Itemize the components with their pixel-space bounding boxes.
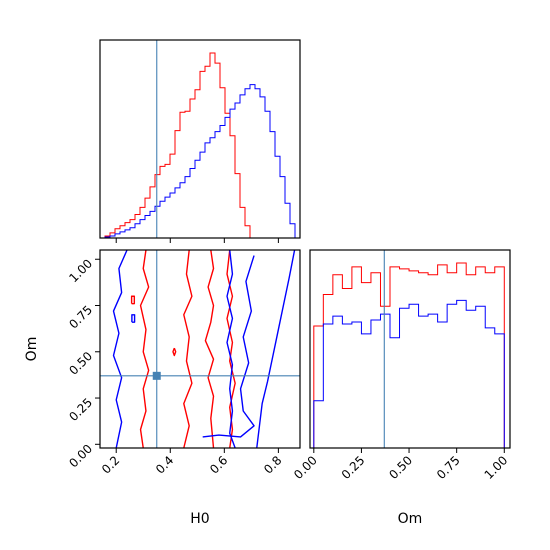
h0-hist-series-2-step <box>100 84 300 239</box>
h0-om-contours <box>112 250 296 448</box>
h0-om-frame <box>99 249 301 449</box>
om-hist-xtick-label-2: 0.50 <box>386 453 415 482</box>
h0-om-xtick-label-2: 0.6 <box>207 453 230 476</box>
contour-series-2-level-3 <box>202 255 255 438</box>
h0-hist-series-1-step <box>100 52 300 239</box>
contour-series-1-level-5 <box>130 295 136 305</box>
om-y-axis-label: Om <box>24 337 40 362</box>
h0-om-ytick-label-0: 0.00 <box>66 442 95 471</box>
contour-series-1-level-6 <box>172 347 177 357</box>
h0-histogram-ticks <box>115 238 279 243</box>
h0-histogram-panel <box>99 39 301 243</box>
om-hist-xtick-label-4: 1.00 <box>482 453 511 482</box>
om-histogram-series <box>313 262 505 448</box>
contour-series-1-level-3 <box>204 250 215 448</box>
contour-series-2-level-1 <box>112 250 128 448</box>
h0-om-truth-lines <box>100 250 300 448</box>
om-hist-xtick-label-0: 0.00 <box>291 453 320 482</box>
h0-om-contour-panel: 0.2 0.4 0.6 0.8 0.00 0.25 0.50 0.75 1.00 H0 Om <box>24 249 301 527</box>
h0-om-ytick-label-2: 0.50 <box>66 349 95 378</box>
h0-om-ticks: 0.2 0.4 0.6 0.8 0.00 0.25 0.50 0.75 1.00 <box>66 256 284 476</box>
h0-histogram-frame <box>99 39 301 239</box>
h0-om-ytick-label-3: 0.75 <box>66 303 95 332</box>
h0-om-ytick-label-4: 1.00 <box>66 256 95 285</box>
om-histogram-frame <box>309 249 511 449</box>
om-hist-series-2-step <box>313 299 505 448</box>
h0-om-ytick-label-1: 0.25 <box>66 395 95 424</box>
h0-om-xtick-label-1: 0.4 <box>153 453 176 476</box>
contour-series-2-level-4 <box>256 250 296 448</box>
contour-series-1-level-2 <box>183 250 193 448</box>
h0-x-axis-label: H0 <box>190 511 209 527</box>
h0-om-xtick-label-3: 0.8 <box>261 453 284 476</box>
om-hist-xtick-label-3: 0.75 <box>434 453 463 482</box>
h0-histogram-series <box>100 52 300 239</box>
h0-om-truth-marker <box>152 371 161 380</box>
om-histogram-ticks: 0.00 0.25 0.50 0.75 1.00 <box>291 448 510 482</box>
h0-om-xtick-label-0: 0.2 <box>99 453 122 476</box>
contour-series-1-level-1 <box>139 250 150 448</box>
contour-series-2-level-5 <box>131 314 136 323</box>
om-hist-series-1-step <box>313 262 505 448</box>
om-histogram-panel: 0.00 0.25 0.50 0.75 1.00 Om <box>291 249 511 527</box>
om-x-axis-label: Om <box>398 511 423 527</box>
contour-series-2-level-2 <box>226 250 236 448</box>
om-hist-xtick-label-1: 0.25 <box>339 453 368 482</box>
